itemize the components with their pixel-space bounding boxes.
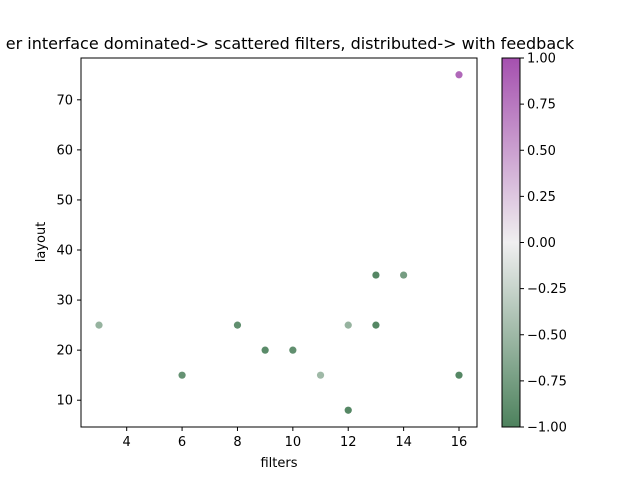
y-tick-label: 20: [56, 344, 73, 359]
y-tick-label: 70: [56, 93, 73, 108]
y-axis: 10 20 30 40 50 60 70: [56, 93, 81, 409]
colorbar-tick-label: 1.00: [527, 52, 556, 67]
plot-area: [80, 57, 478, 428]
colorbar-tick-label: 0.00: [527, 236, 556, 251]
x-tick-label: 10: [285, 435, 302, 450]
scatter-point: [372, 321, 380, 329]
x-axis: 4 6 8 10 12 14 16: [123, 427, 468, 450]
colorbar-tick-label: −1.00: [527, 421, 567, 436]
x-tick-label: 6: [178, 435, 186, 450]
y-tick-label: 30: [56, 294, 73, 309]
scatter-point: [316, 371, 325, 379]
y-axis-label: layout: [34, 222, 49, 263]
scatter-point: [261, 346, 269, 354]
colorbar-tick-label: −0.75: [527, 374, 567, 389]
colorbar-tick-label: 0.75: [527, 98, 556, 113]
scatter-point: [178, 371, 186, 379]
scatter-point: [344, 406, 352, 414]
chart-title: er interface dominated-> scattered filte…: [6, 34, 575, 53]
scatter-point: [455, 71, 463, 79]
y-tick-label: 40: [56, 244, 73, 259]
colorbar-ticks: 1.00 0.75 0.50 0.25 0.00 −0.25 −0.50 −0.75 −1.00: [520, 52, 567, 436]
y-tick-label: 60: [56, 143, 73, 158]
scatter-point: [289, 346, 297, 354]
x-tick-label: 8: [233, 435, 241, 450]
colorbar-tick-label: −0.50: [527, 328, 567, 343]
x-tick-label: 4: [123, 435, 131, 450]
colorbar-tick-label: 0.25: [527, 190, 556, 205]
colorbar-tick-label: 0.50: [527, 144, 556, 159]
scatter-point: [95, 321, 103, 329]
scatter-point: [233, 321, 242, 329]
y-tick-label: 10: [56, 394, 73, 409]
scatter-point: [372, 271, 380, 279]
x-tick-label: 16: [451, 435, 468, 450]
x-axis-label: filters: [260, 456, 297, 471]
points-layer: [95, 71, 463, 414]
scatter-point: [400, 271, 408, 279]
scatter-point: [344, 321, 352, 329]
x-tick-label: 14: [395, 435, 412, 450]
y-tick-label: 50: [56, 193, 73, 208]
x-tick-label: 12: [340, 435, 357, 450]
colorbar: [501, 57, 521, 428]
colorbar-tick-label: −0.25: [527, 282, 567, 297]
scatter-point: [455, 371, 463, 379]
